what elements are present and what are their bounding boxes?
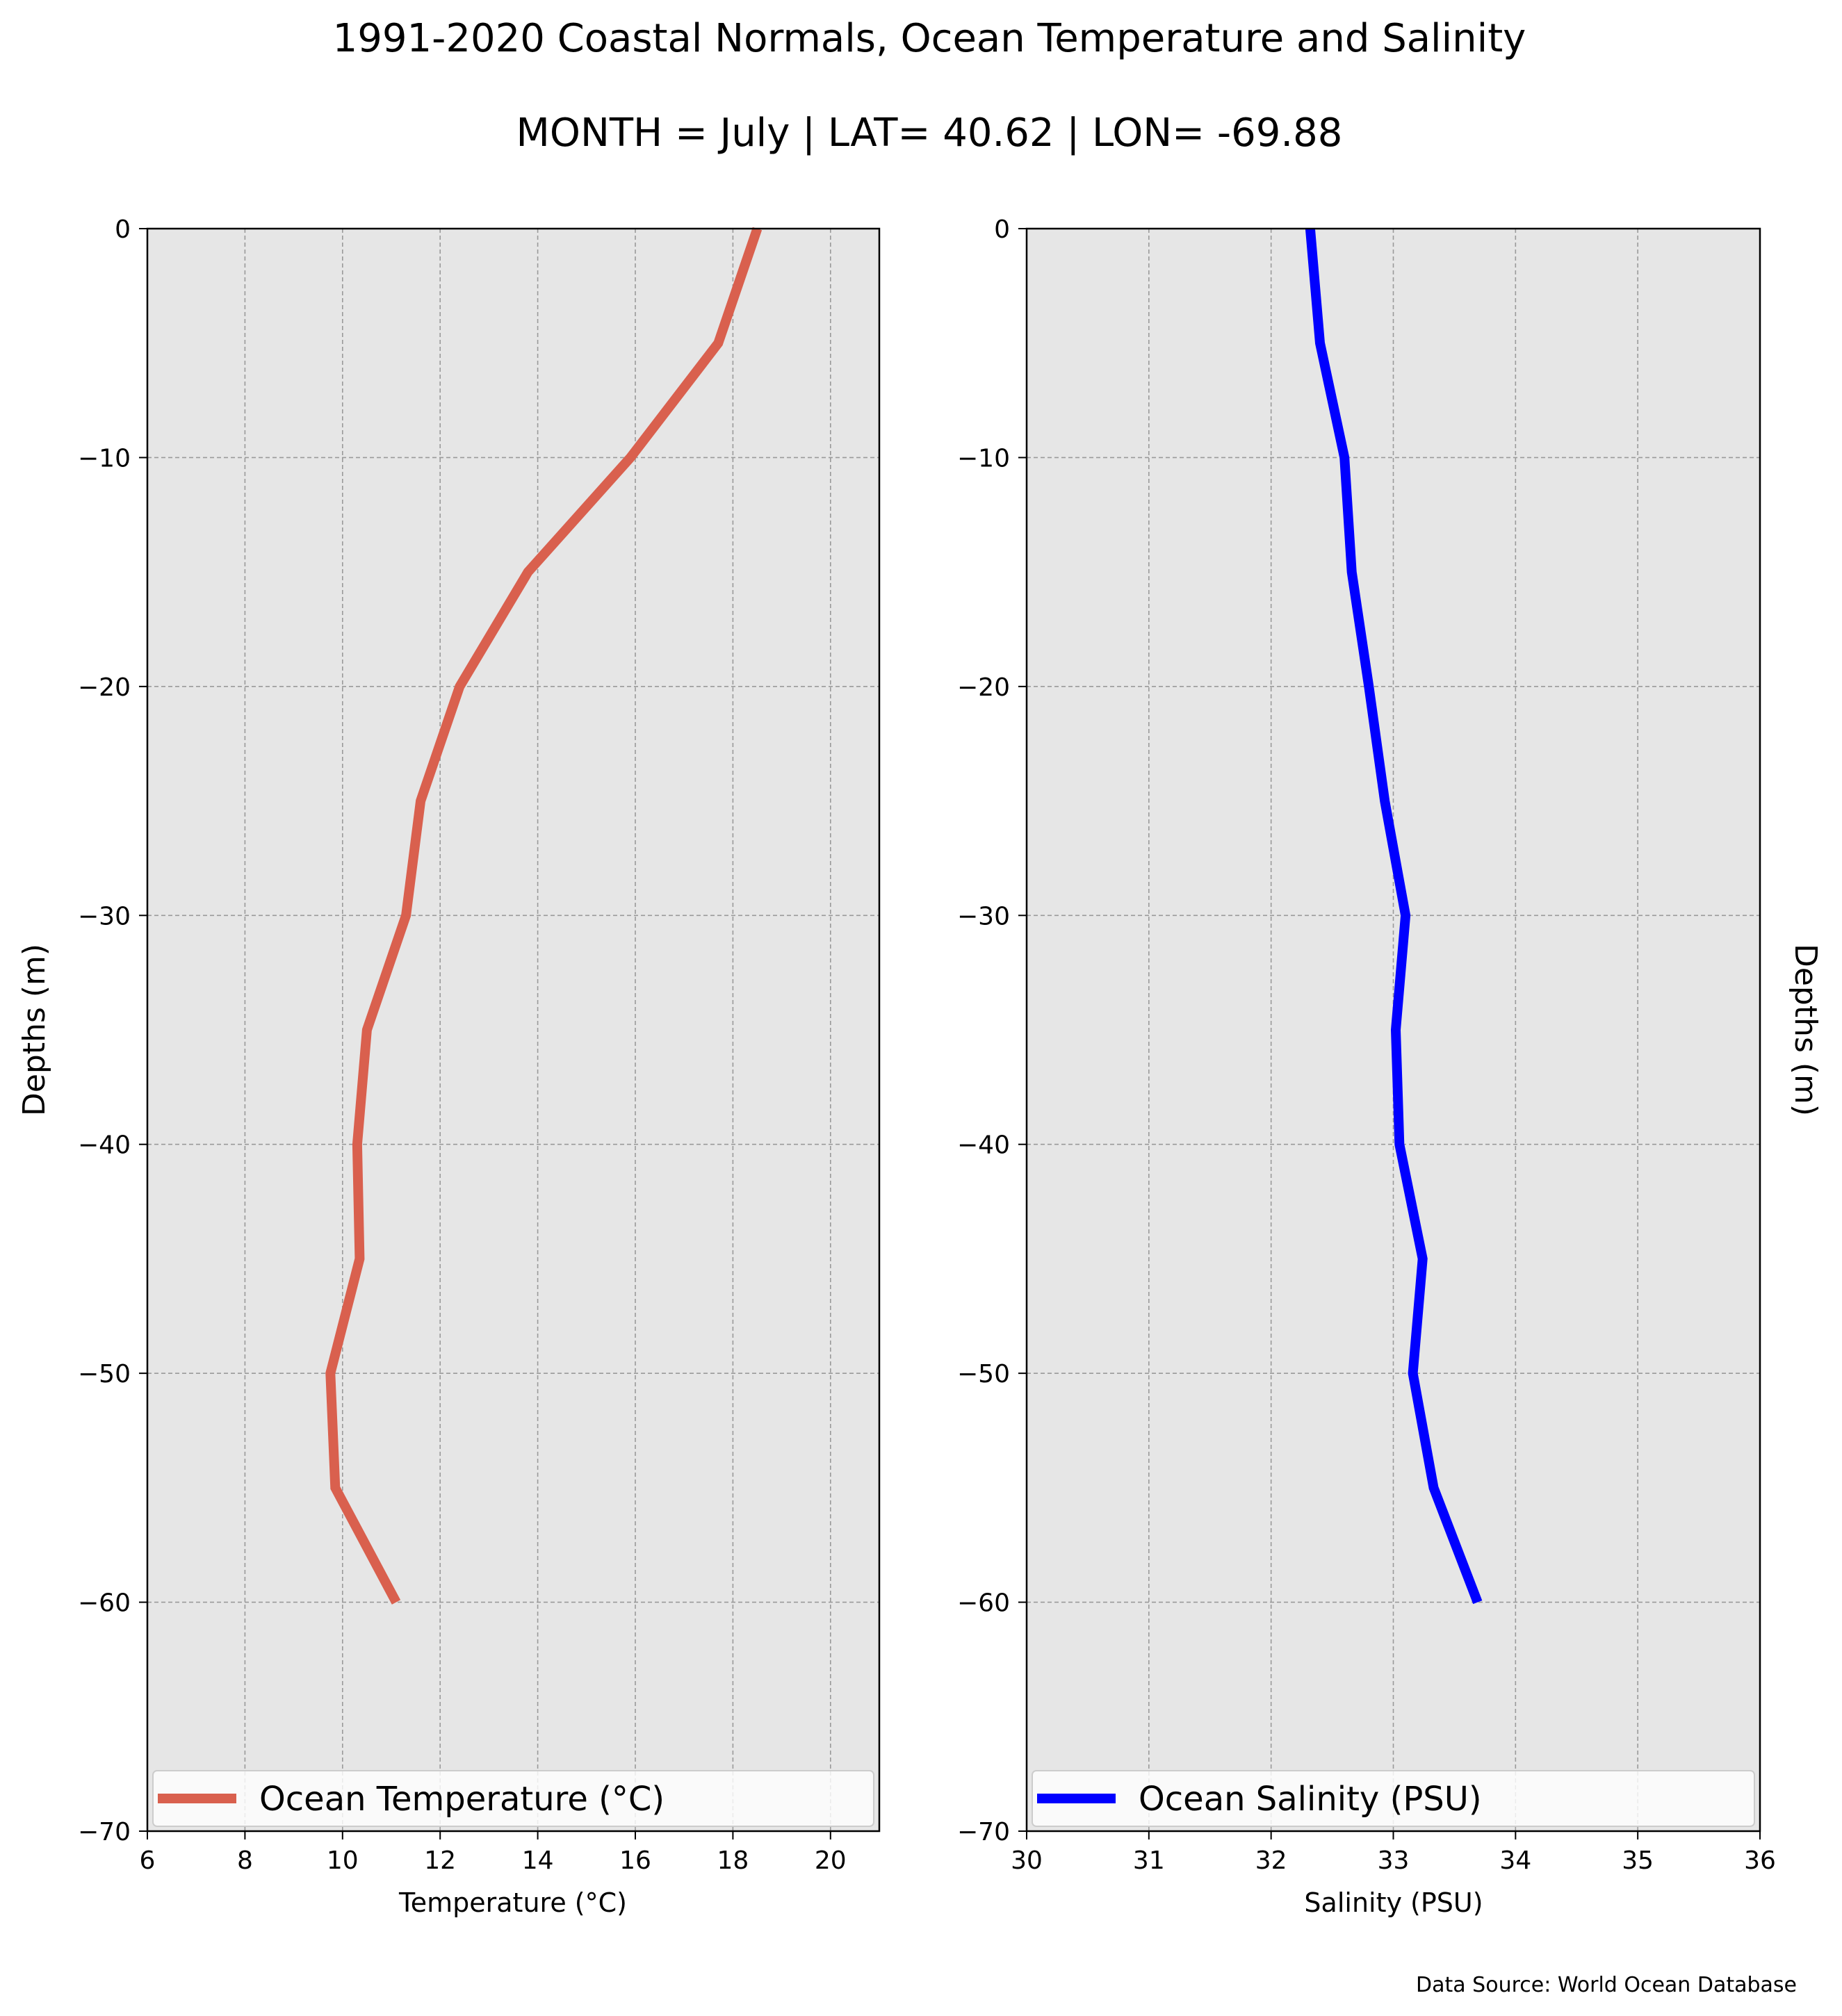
temperature-ytick-label: −20	[78, 673, 131, 702]
temperature-xtick-label: 14	[522, 1846, 554, 1875]
salinity-xtick-label: 31	[1133, 1846, 1165, 1875]
temperature-xtick-label: 20	[815, 1846, 847, 1875]
temperature-panel: Ocean Temperature (°C) 6 8 10 12 14 16 18 20 0 −…	[17, 215, 881, 1918]
temperature-legend: Ocean Temperature (°C)	[152, 1770, 874, 1827]
salinity-xtick-label: 30	[1011, 1846, 1043, 1875]
salinity-ytick-label: −10	[957, 444, 1010, 473]
temperature-axes-frame	[146, 227, 881, 1833]
salinity-xtick-label: 33	[1378, 1846, 1410, 1875]
salinity-xtick-label: 35	[1622, 1846, 1654, 1875]
temperature-series-line	[325, 227, 763, 1605]
salinity-x-axis-label: Salinity (PSU)	[1304, 1887, 1483, 1918]
data-source-note: Data Source: World Ocean Database	[1416, 1973, 1797, 1997]
salinity-ytick-label: −70	[957, 1818, 1010, 1846]
salinity-xtick-label: 36	[1744, 1846, 1776, 1875]
temperature-xtick-label: 6	[140, 1846, 156, 1875]
temperature-y-axis-label: Depths (m)	[17, 944, 52, 1116]
salinity-xtick-label: 34	[1499, 1846, 1531, 1875]
salinity-yticks: 0 −10 −20 −30 −40 −50 −60 −70	[957, 215, 1027, 1846]
salinity-legend: Ocean Salinity (PSU)	[1032, 1770, 1755, 1827]
temperature-yticks: 0 −10 −20 −30 −40 −50 −60 −70	[78, 215, 147, 1846]
salinity-xtick-label: 32	[1255, 1846, 1287, 1875]
temperature-legend-label: Ocean Temperature (°C)	[259, 1780, 665, 1819]
salinity-panel: Ocean Salinity (PSU) 30 31 32 33 34 35 36 0 −10…	[957, 215, 1823, 1918]
salinity-gridlines	[1027, 229, 1760, 1831]
salinity-ytick-label: −60	[957, 1589, 1010, 1618]
salinity-ytick-label: −20	[957, 673, 1010, 702]
salinity-ytick-label: 0	[994, 215, 1010, 244]
temperature-xtick-label: 10	[327, 1846, 359, 1875]
temperature-xtick-label: 16	[619, 1846, 651, 1875]
temperature-ytick-label: −30	[78, 902, 131, 931]
temperature-xtick-label: 8	[237, 1846, 253, 1875]
temperature-plot-area	[147, 229, 879, 1831]
salinity-xticks: 30 31 32 33 34 35 36	[1011, 1831, 1776, 1875]
temperature-ytick-label: 0	[115, 215, 131, 244]
salinity-y-axis-label: Depths (m)	[1788, 944, 1823, 1116]
temperature-xtick-label: 18	[717, 1846, 749, 1875]
salinity-legend-box	[1032, 1770, 1755, 1827]
temperature-legend-box	[152, 1770, 874, 1827]
temperature-ytick-label: −50	[78, 1360, 131, 1388]
salinity-ytick-label: −40	[957, 1131, 1010, 1160]
temperature-ytick-label: −10	[78, 444, 131, 473]
chart-subtitle: MONTH = July | LAT= 40.62 | LON= -69.88	[516, 110, 1343, 156]
temperature-xtick-label: 12	[424, 1846, 456, 1875]
temperature-gridlines	[147, 229, 879, 1831]
salinity-ytick-label: −30	[957, 902, 1010, 931]
temperature-ytick-label: −70	[78, 1818, 131, 1846]
temperature-ytick-label: −60	[78, 1589, 131, 1618]
salinity-legend-label: Ocean Salinity (PSU)	[1139, 1780, 1482, 1819]
temperature-xticks: 6 8 10 12 14 16 18 20	[140, 1831, 847, 1875]
chart-title: 1991-2020 Coastal Normals, Ocean Tempera…	[333, 16, 1526, 61]
salinity-ytick-label: −50	[957, 1360, 1010, 1388]
temperature-x-axis-label: Temperature (°C)	[398, 1887, 627, 1918]
temperature-ytick-label: −40	[78, 1131, 131, 1160]
salinity-series-line	[1305, 228, 1483, 1605]
